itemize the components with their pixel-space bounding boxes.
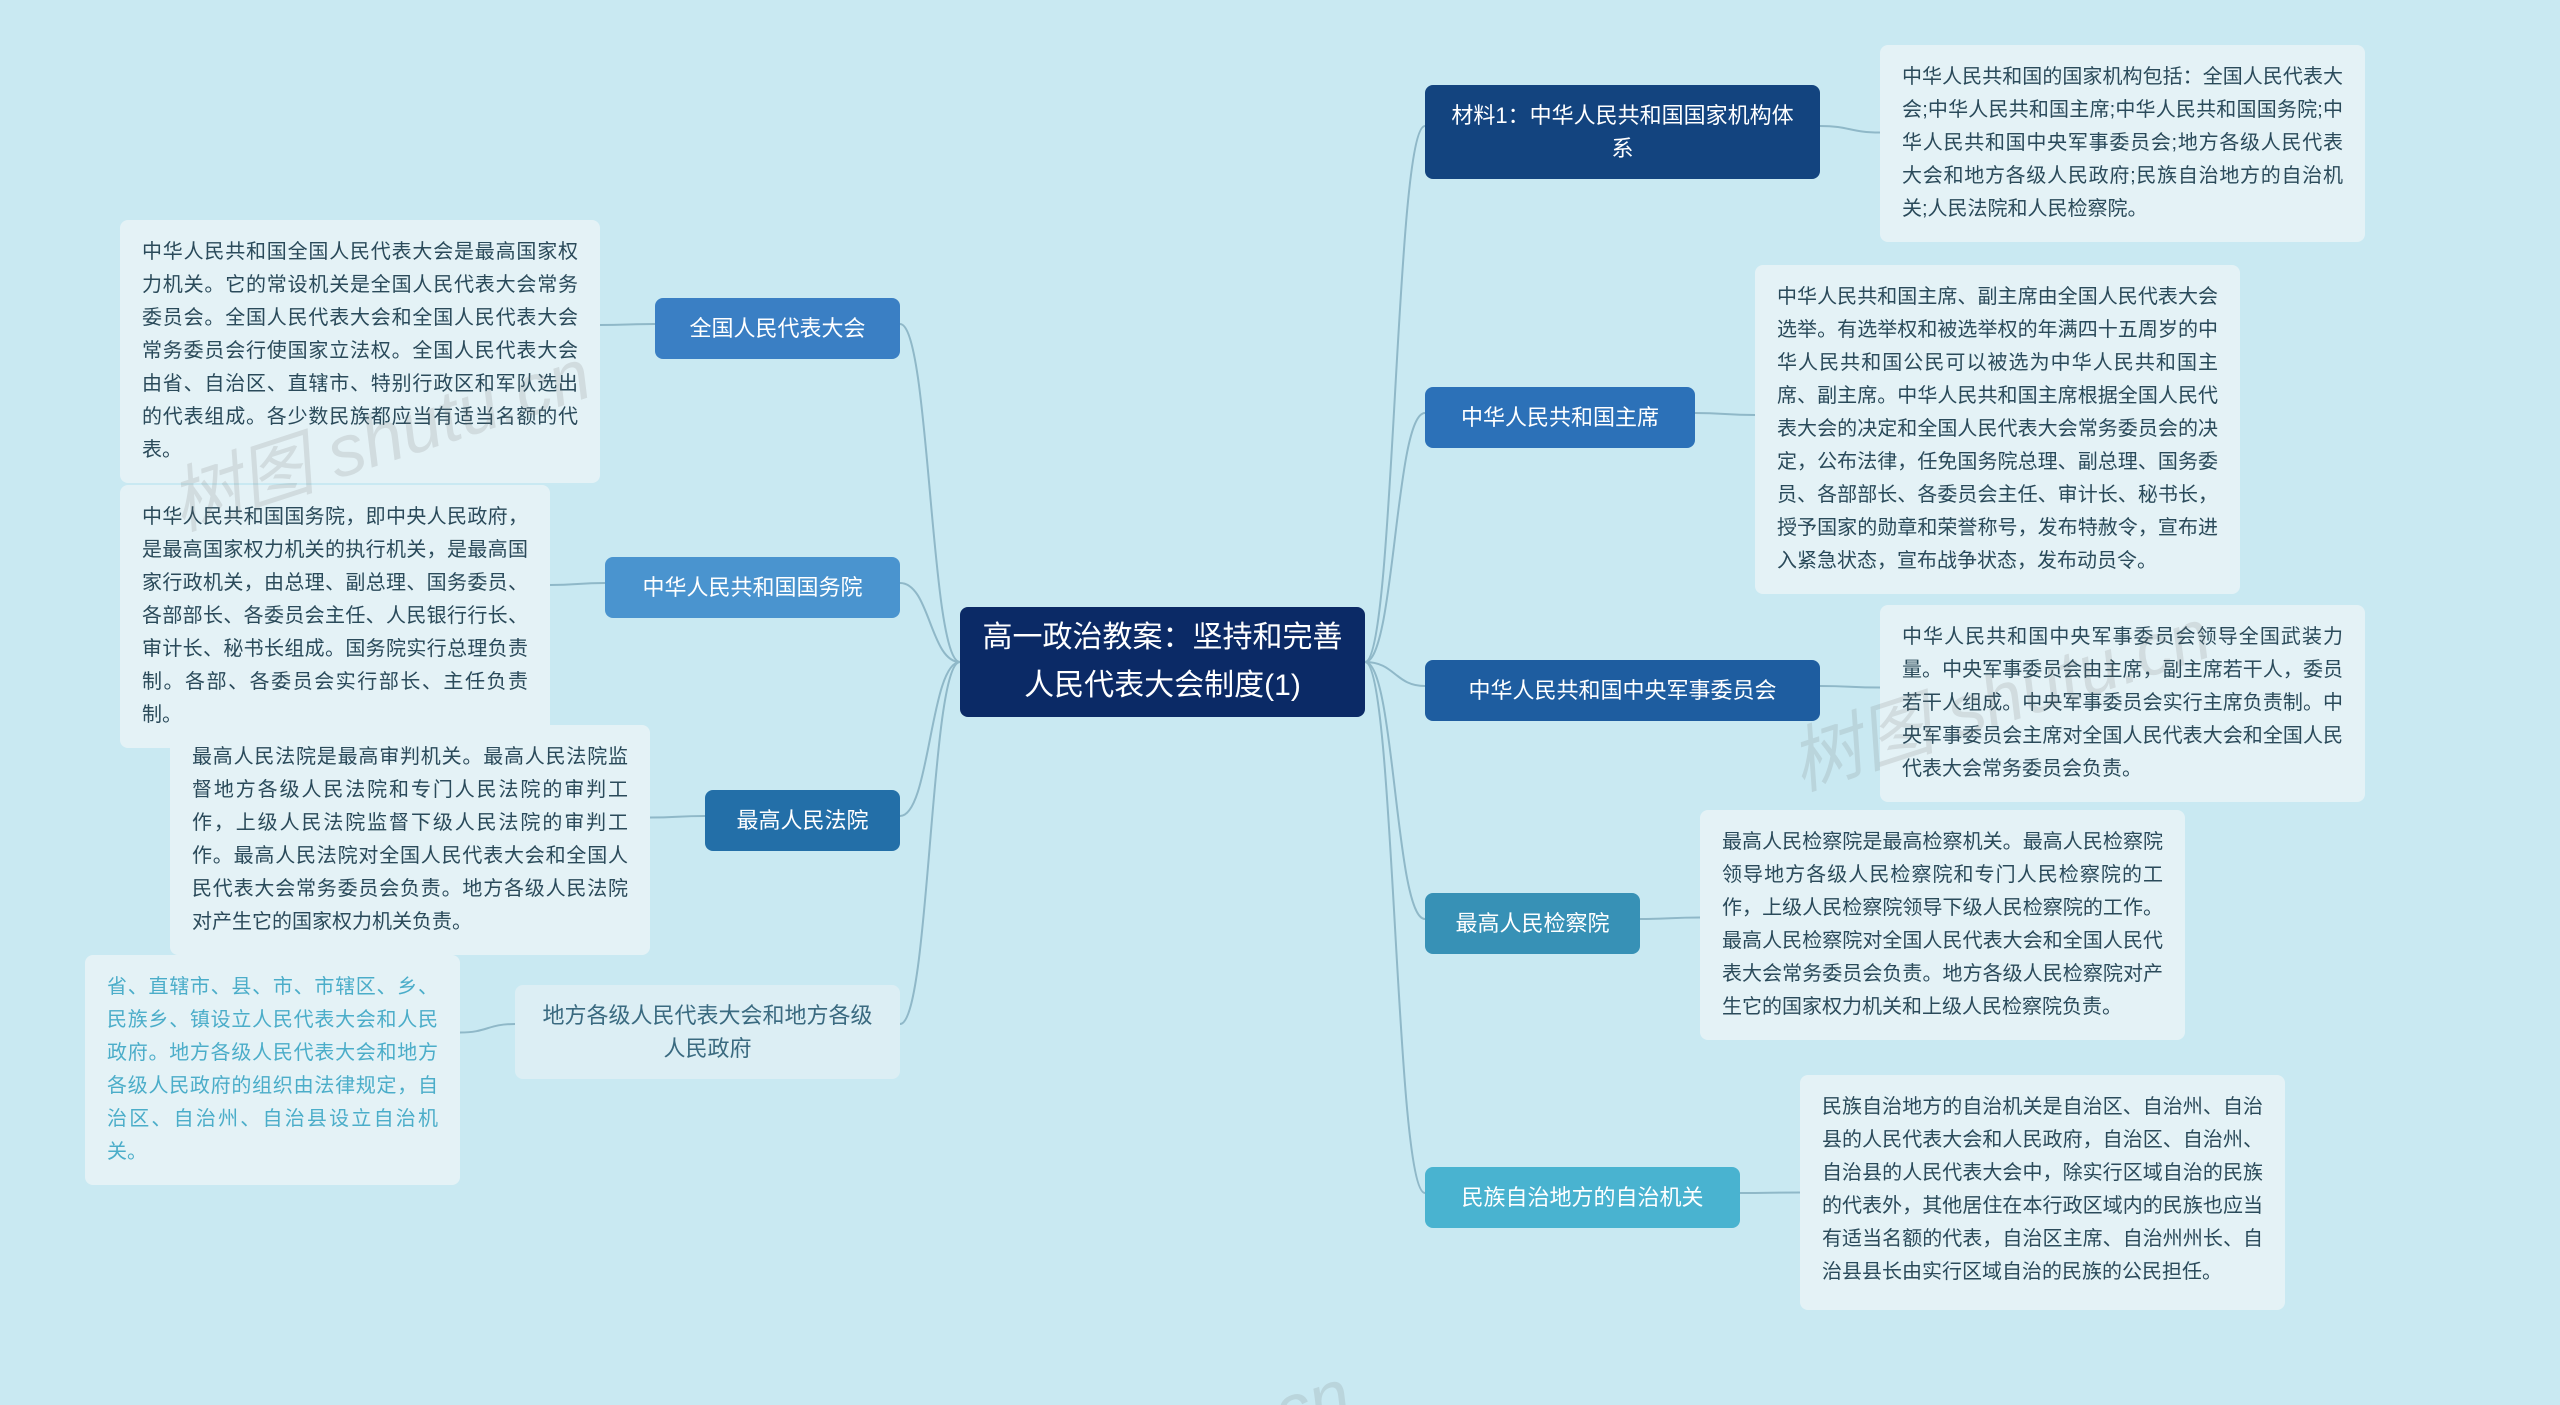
leaf-r2: 中华人民共和国主席、副主席由全国人民代表大会选举。有选举权和被选举权的年满四十五… — [1755, 265, 2240, 594]
leaf-l2: 中华人民共和国国务院，即中央人民政府，是最高国家权力机关的执行机关，是最高国家行… — [120, 485, 550, 748]
branch-node-r1: 材料1：中华人民共和国国家机构体系 — [1425, 85, 1820, 179]
leaf-r1: 中华人民共和国的国家机构包括：全国人民代表大会;中华人民共和国主席;中华人民共和… — [1880, 45, 2365, 242]
branch-node-l4: 地方各级人民代表大会和地方各级人民政府 — [515, 985, 900, 1079]
branch-node-l1: 全国人民代表大会 — [655, 298, 900, 359]
branch-node-l3: 最高人民法院 — [705, 790, 900, 851]
branch-node-r3: 中华人民共和国中央军事委员会 — [1425, 660, 1820, 721]
leaf-r4: 最高人民检察院是最高检察机关。最高人民检察院领导地方各级人民检察院和专门人民检察… — [1700, 810, 2185, 1040]
center-node: 高一政治教案：坚持和完善人民代表大会制度(1) — [960, 607, 1365, 717]
leaf-l1: 中华人民共和国全国人民代表大会是最高国家权力机关。它的常设机关是全国人民代表大会… — [120, 220, 600, 483]
branch-node-r2: 中华人民共和国主席 — [1425, 387, 1695, 448]
branch-node-r5: 民族自治地方的自治机关 — [1425, 1167, 1740, 1228]
leaf-r5: 民族自治地方的自治机关是自治区、自治州、自治县的人民代表大会和人民政府，自治区、… — [1800, 1075, 2285, 1310]
watermark: 树图 shutu.cn — [914, 1335, 1361, 1405]
branch-node-r4: 最高人民检察院 — [1425, 893, 1640, 954]
leaf-l3: 最高人民法院是最高审判机关。最高人民法院监督地方各级人民法院和专门人民法院的审判… — [170, 725, 650, 955]
leaf-l4: 省、直辖市、县、市、市辖区、乡、民族乡、镇设立人民代表大会和人民政府。地方各级人… — [85, 955, 460, 1185]
branch-node-l2: 中华人民共和国国务院 — [605, 557, 900, 618]
leaf-r3: 中华人民共和国中央军事委员会领导全国武装力量。中央军事委员会由主席，副主席若干人… — [1880, 605, 2365, 802]
